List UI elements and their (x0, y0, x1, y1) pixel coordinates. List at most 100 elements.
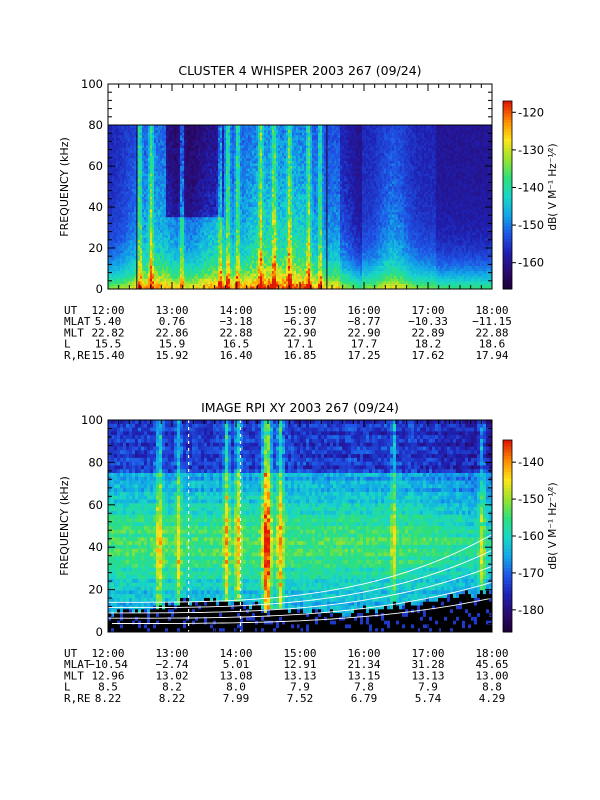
colorbar-segment (503, 513, 512, 518)
ephemeris-value: 7.8 (354, 681, 374, 694)
colorbar-segment (503, 166, 512, 171)
colorbar-segment (503, 129, 512, 133)
colorbar-segment (503, 590, 512, 595)
cluster-whisper-panel: CLUSTER 4 WHISPER 2003 267 (09/24) 0 20 40… (58, 63, 559, 362)
colorbar-segment (503, 507, 512, 511)
ephemeris-value: 12:00 (91, 647, 124, 660)
ephemeris-value: 13.08 (219, 669, 252, 682)
colorbar-segment (503, 254, 512, 259)
ephemeris-value: 22.88 (219, 326, 252, 339)
y-tick-label: 0 (96, 282, 103, 296)
colorbar-segment (503, 459, 512, 463)
colorbar-segment (503, 201, 512, 205)
ephemeris-row-label: UT (64, 647, 78, 660)
colorbar-segment (503, 593, 512, 598)
ephemeris-value: 18:00 (475, 304, 508, 317)
colorbar-segment (503, 446, 512, 451)
ephemeris-value: 8.22 (95, 692, 122, 705)
colorbar-segment (503, 529, 512, 534)
ephemeris-value: 22.90 (347, 326, 380, 339)
colorbar-segment (503, 536, 512, 540)
ephemeris-value: 13.00 (475, 669, 508, 682)
colorbar-segment (503, 440, 512, 444)
colorbar-segment (503, 154, 512, 158)
colorbar-segment (503, 510, 512, 515)
ephemeris-value: 18.6 (479, 338, 506, 351)
colorbar-segment (503, 619, 512, 623)
colorbar-segment (503, 157, 512, 162)
ephemeris-value: 7.52 (287, 692, 314, 705)
colorbar-tick-label: -180 (518, 603, 544, 617)
ephemeris-value: −8.77 (347, 315, 380, 328)
colorbar-segment (503, 500, 512, 505)
colorbar-segment (503, 267, 512, 271)
ephemeris-value: 17.62 (411, 349, 444, 362)
panel2-axes: 0 20 40 60 80 100 (81, 413, 493, 639)
colorbar-segment (503, 542, 512, 547)
ephemeris-value: 13:00 (155, 647, 188, 660)
colorbar-segment (503, 213, 512, 218)
colorbar-segment (503, 539, 512, 543)
colorbar-segment (503, 251, 512, 256)
panel2-colorbar: -140 -150 -160 -170 -180 (502, 439, 544, 633)
colorbar-segment (503, 488, 512, 492)
colorbar-segment (503, 584, 512, 588)
colorbar-segment (503, 173, 512, 177)
ephemeris-value: 45.65 (475, 658, 508, 671)
ephemeris-value: 22.88 (475, 326, 508, 339)
ephemeris-value: 22.89 (411, 326, 444, 339)
colorbar-segment (503, 263, 512, 268)
ephemeris-value: 13.02 (155, 669, 188, 682)
colorbar-segment (503, 238, 512, 243)
y-tick-label: 60 (88, 498, 103, 512)
colorbar-segment (503, 612, 512, 617)
y-tick-label: 80 (88, 118, 103, 132)
colorbar-segment (503, 210, 512, 215)
ephemeris-value: 13:00 (155, 304, 188, 317)
ephemeris-value: 13.15 (347, 669, 380, 682)
panel2-title: IMAGE RPI XY 2003 267 (09/24) (201, 400, 399, 415)
colorbar-segment (503, 552, 512, 556)
colorbar-segment (503, 232, 512, 237)
colorbar-segment (503, 452, 512, 457)
colorbar-segment (503, 141, 512, 146)
colorbar-segment (503, 188, 512, 193)
ephemeris-value: 12.91 (283, 658, 316, 671)
ephemeris-value: 5.01 (223, 658, 250, 671)
colorbar-segment (503, 622, 512, 627)
colorbar-segment (503, 104, 512, 108)
colorbar-segment (503, 110, 512, 115)
colorbar-tick-label: -140 (518, 455, 544, 469)
colorbar-segment (503, 478, 512, 483)
colorbar-segment (503, 462, 512, 467)
image-rpi-panel: IMAGE RPI XY 2003 267 (09/24) 0 20 40 60 80 1… (58, 400, 559, 705)
panel1-spectrogram (108, 124, 493, 290)
colorbar-tick-label: -130 (518, 143, 544, 157)
colorbar-segment (503, 273, 512, 277)
colorbar-segment (503, 628, 512, 633)
ephemeris-value: 21.34 (347, 658, 380, 671)
ephemeris-value: 12.96 (91, 669, 124, 682)
ephemeris-row-label: MLAT (64, 658, 91, 671)
ephemeris-value: 16.40 (219, 349, 252, 362)
ephemeris-value: −2.74 (155, 658, 188, 671)
colorbar-segment (503, 580, 512, 585)
ephemeris-value: 7.99 (223, 692, 250, 705)
ephemeris-value: 0.76 (159, 315, 186, 328)
colorbar-tick-label: -150 (518, 492, 544, 506)
ephemeris-value: 15.9 (159, 338, 186, 351)
colorbar-segment (503, 587, 512, 591)
ephemeris-value: 15.5 (95, 338, 122, 351)
ephemeris-value: −11.15 (472, 315, 512, 328)
colorbar-segment (503, 257, 512, 262)
colorbar-segment (503, 516, 512, 521)
colorbar-segment (503, 223, 512, 227)
ephemeris-row-label: MLT (64, 326, 84, 339)
ephemeris-value: 17.1 (287, 338, 314, 351)
colorbar-segment (503, 282, 512, 287)
ephemeris-value: 7.9 (418, 681, 438, 694)
ephemeris-value: 6.79 (351, 692, 378, 705)
colorbar-segment (503, 260, 512, 265)
colorbar-segment (503, 526, 512, 531)
colorbar-segment (503, 119, 512, 124)
